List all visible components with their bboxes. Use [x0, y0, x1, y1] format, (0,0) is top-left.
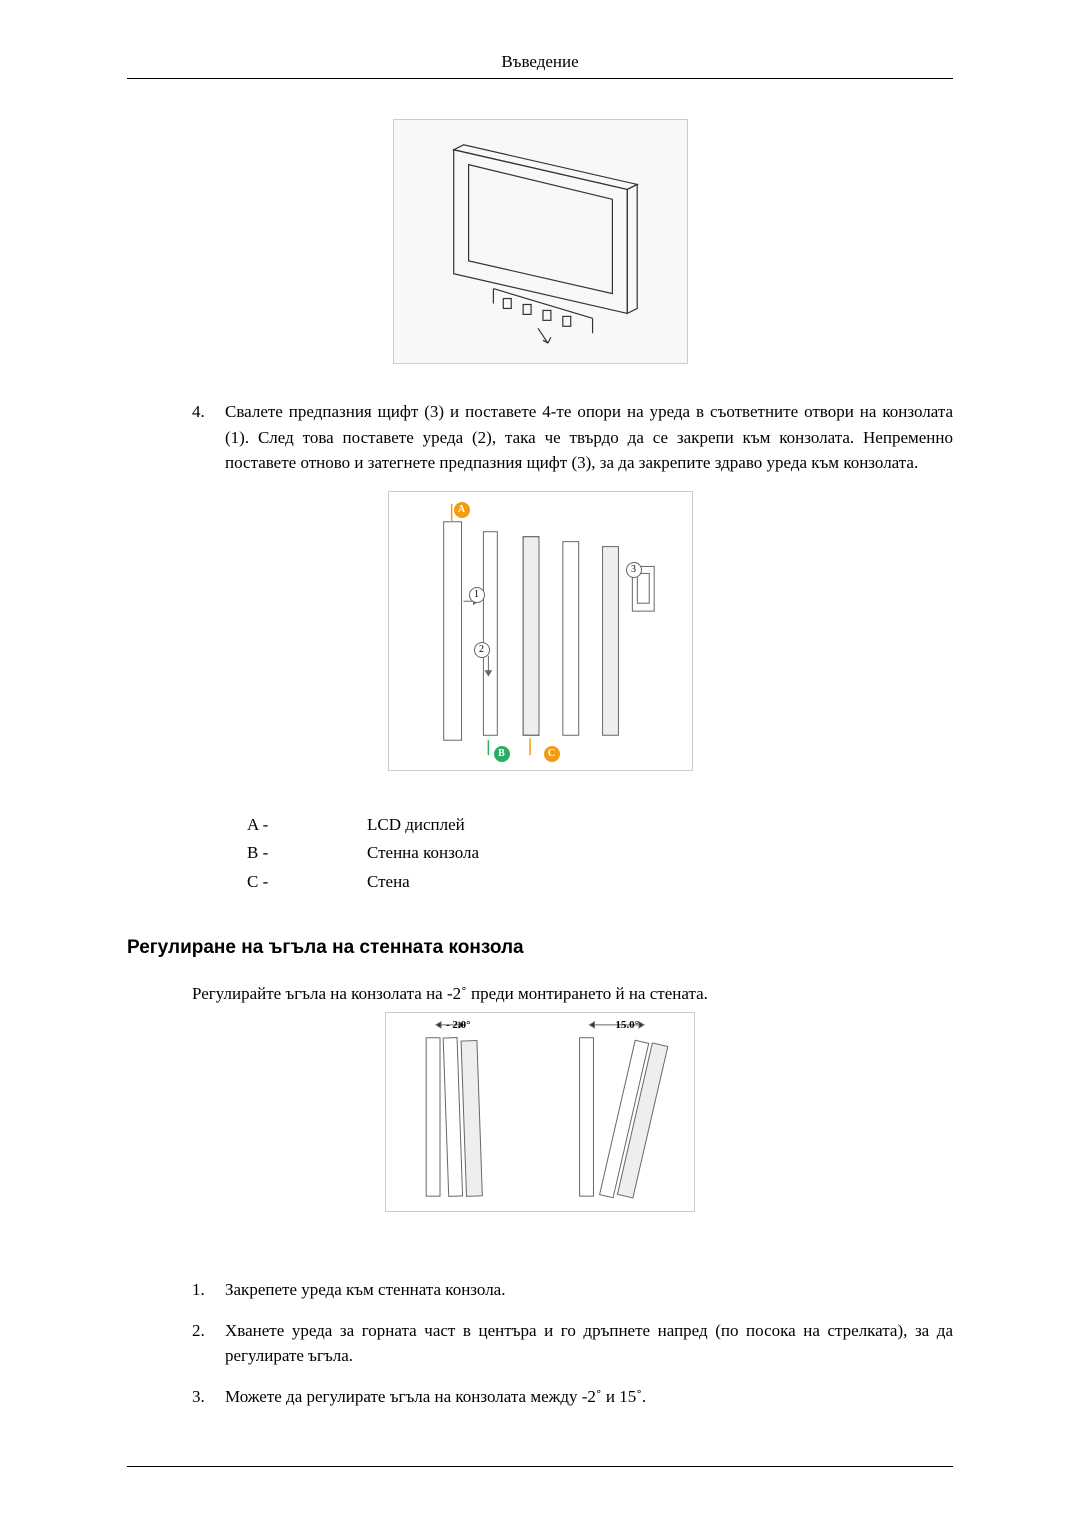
figure-1-container — [127, 119, 953, 364]
page-header-title: Въведение — [127, 52, 953, 79]
figure-3: - 2.0° 15.0° — [385, 1012, 695, 1212]
callout-1: 1 — [469, 587, 485, 603]
marker-b: B — [494, 746, 510, 762]
legend-key-b: B - — [247, 839, 367, 868]
angle-step-1-text: Закрепете уреда към стенната конзола. — [225, 1277, 953, 1303]
legend-val-c: Стена — [367, 868, 410, 897]
angle-step-2-number: 2. — [192, 1318, 225, 1369]
marker-c: C — [544, 746, 560, 762]
legend-row: C - Стена — [247, 868, 953, 897]
figure-2: A B C 1 2 3 — [388, 491, 693, 771]
legend-val-a: LCD дисплей — [367, 811, 465, 840]
callout-3: 3 — [626, 562, 642, 578]
angle-label-2: 15.0° — [615, 1019, 639, 1031]
angle-step-3-text: Можете да регулирате ъгъла на конзолата … — [225, 1384, 953, 1410]
legend-table: A - LCD дисплей B - Стенна конзола C - С… — [247, 811, 953, 898]
step-4-text: Свалете предпазния щифт (3) и поставете … — [225, 399, 953, 476]
figure-2-container: A B C 1 2 3 — [127, 491, 953, 771]
legend-key-c: C - — [247, 868, 367, 897]
figure-3-container: - 2.0° 15.0° — [127, 1012, 953, 1212]
legend-row: A - LCD дисплей — [247, 811, 953, 840]
angle-step-3-number: 3. — [192, 1384, 225, 1410]
step-4: 4. Свалете предпазния щифт (3) и поставе… — [192, 399, 953, 476]
angle-label-1: - 2.0° — [446, 1019, 471, 1031]
angle-step-2: 2. Хванете уреда за горната част в центъ… — [192, 1318, 953, 1369]
angle-step-1: 1. Закрепете уреда към стенната конзола. — [192, 1277, 953, 1303]
legend-key-a: A - — [247, 811, 367, 840]
step-4-number: 4. — [192, 399, 225, 476]
marker-a: A — [454, 502, 470, 518]
angle-step-2-text: Хванете уреда за горната част в центъра … — [225, 1318, 953, 1369]
callout-2: 2 — [474, 642, 490, 658]
tv-isometric-drawing — [394, 120, 687, 363]
angle-adjustment-drawing — [386, 1013, 694, 1211]
bracket-assembly-drawing — [389, 492, 692, 770]
figure-1 — [393, 119, 688, 364]
section-heading: Регулиране на ъгъла на стенната конзола — [127, 937, 953, 959]
angle-step-3: 3. Можете да регулирате ъгъла на конзола… — [192, 1384, 953, 1410]
legend-val-b: Стенна конзола — [367, 839, 479, 868]
legend-row: B - Стенна конзола — [247, 839, 953, 868]
section-intro: Регулирайте ъгъла на конзолата на -2˚ пр… — [192, 984, 953, 1004]
footer-divider — [127, 1466, 953, 1467]
angle-step-1-number: 1. — [192, 1277, 225, 1303]
